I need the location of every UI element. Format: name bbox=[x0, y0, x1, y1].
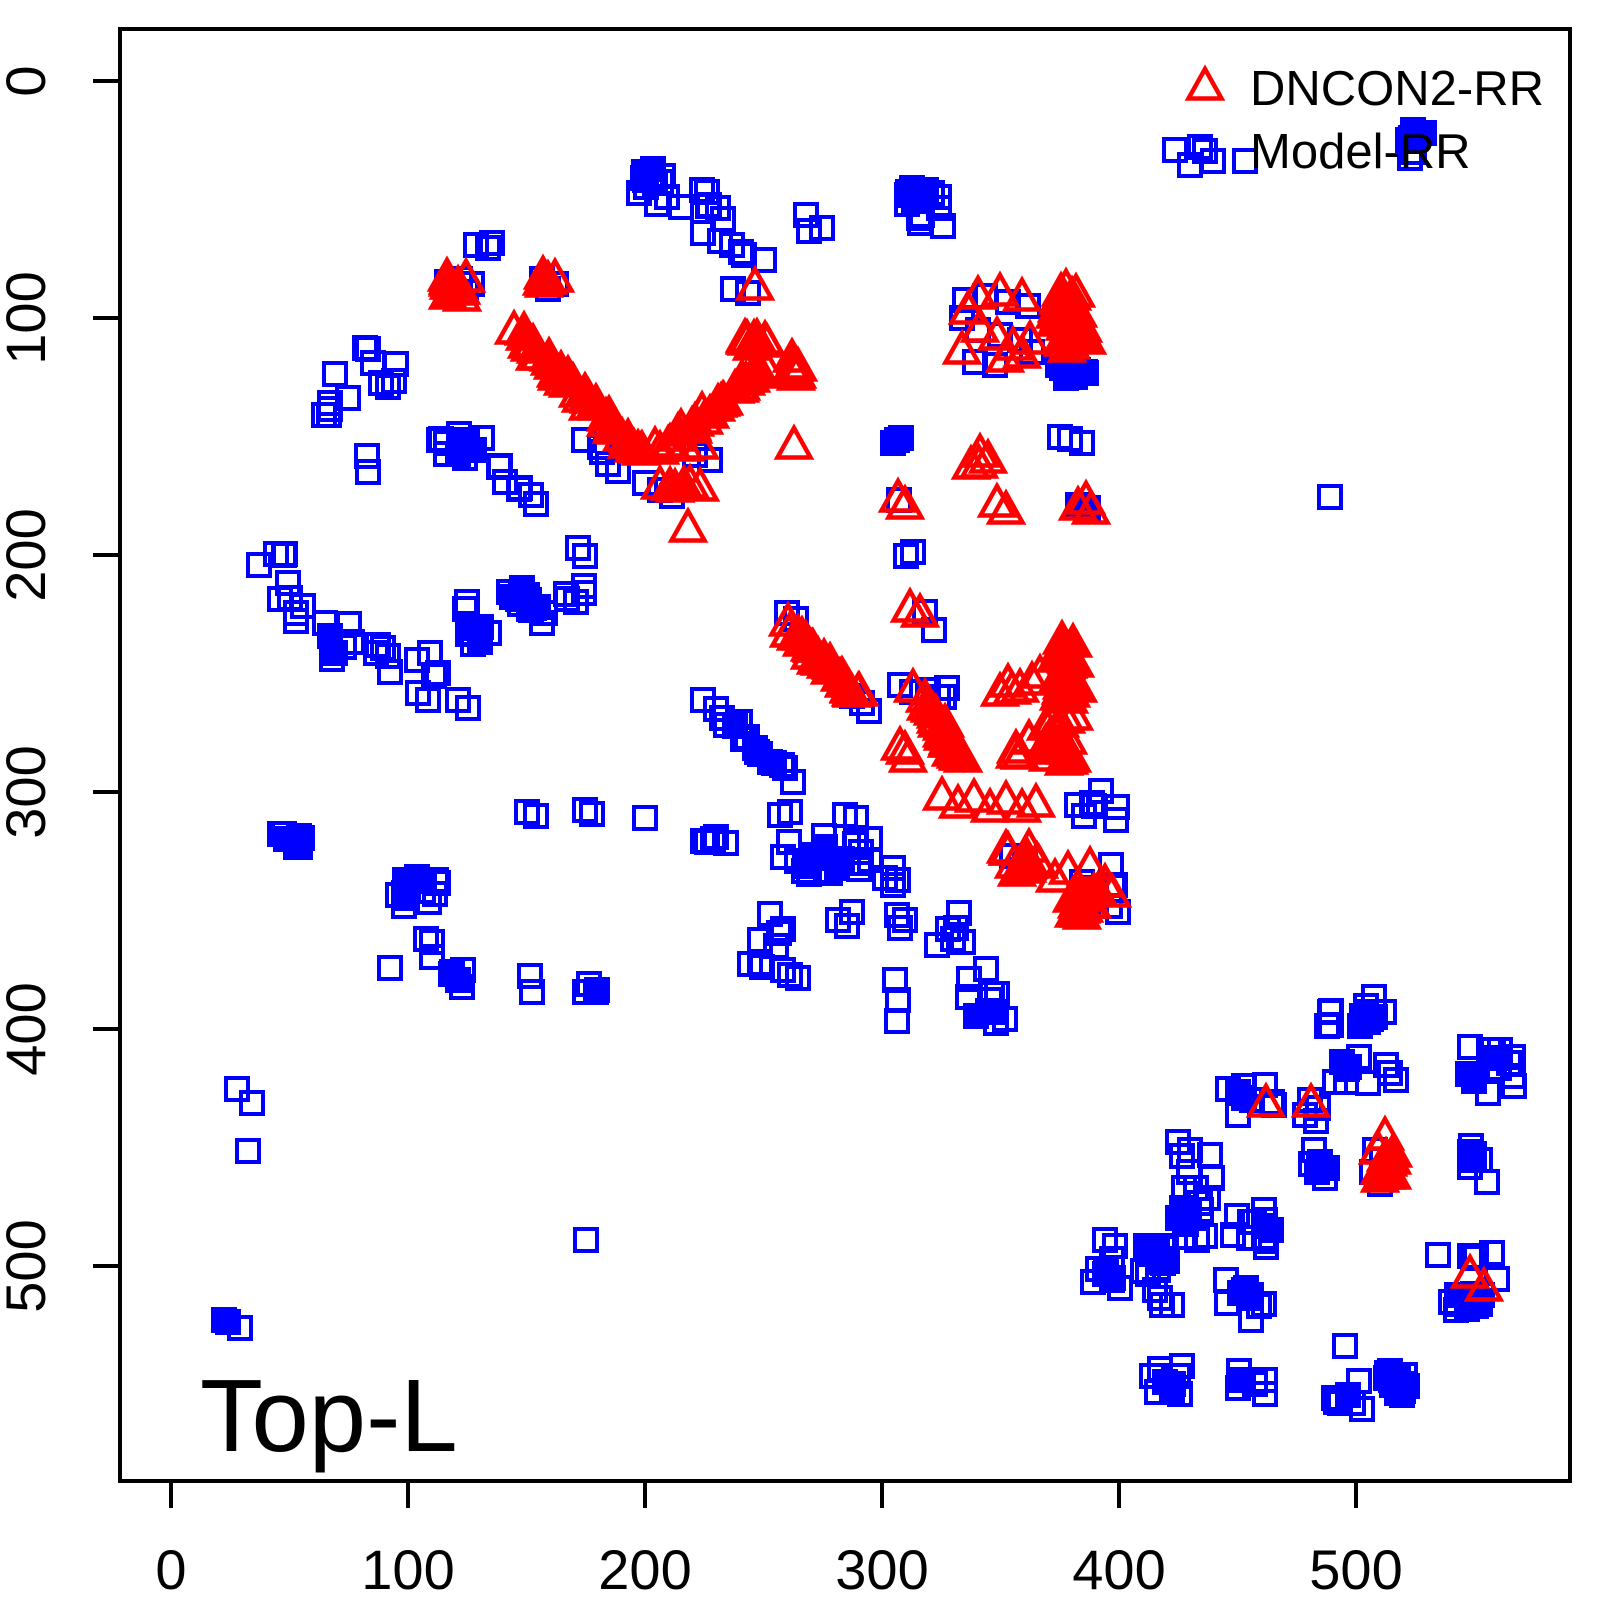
svg-text:0: 0 bbox=[155, 1538, 186, 1600]
svg-text:0: 0 bbox=[0, 65, 57, 96]
svg-text:100: 100 bbox=[361, 1538, 454, 1600]
svg-text:500: 500 bbox=[0, 1219, 57, 1312]
svg-text:Model-RR: Model-RR bbox=[1250, 125, 1471, 179]
svg-text:100: 100 bbox=[0, 271, 57, 364]
svg-text:300: 300 bbox=[0, 745, 57, 838]
svg-text:Top-L: Top-L bbox=[200, 1358, 458, 1473]
svg-text:300: 300 bbox=[835, 1538, 928, 1600]
svg-text:200: 200 bbox=[0, 508, 57, 601]
svg-text:400: 400 bbox=[0, 982, 57, 1075]
svg-text:DNCON2-RR: DNCON2-RR bbox=[1250, 62, 1544, 116]
svg-text:500: 500 bbox=[1309, 1538, 1402, 1600]
svg-text:400: 400 bbox=[1072, 1538, 1165, 1600]
svg-text:200: 200 bbox=[598, 1538, 691, 1600]
